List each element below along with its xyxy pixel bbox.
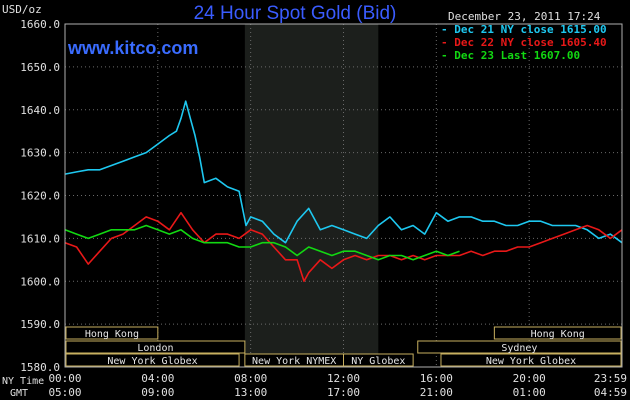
x-tick-label-ny: 00:00 <box>48 372 81 385</box>
y-tick-label: 1640.0 <box>20 104 60 117</box>
market-session-label: New York NYMEX <box>252 356 336 367</box>
brand-watermark: www.kitco.com <box>67 38 198 58</box>
y-tick-label: 1590.0 <box>20 318 60 331</box>
y-tick-label: 1620.0 <box>20 190 60 203</box>
market-session-bar <box>440 353 622 367</box>
legend-entry: - Dec 21 NY close 1615.00 <box>441 23 607 36</box>
market-session-label: New York Globex <box>107 356 197 367</box>
y-tick-label: 1610.0 <box>20 232 60 245</box>
nymex-session-shade <box>244 24 379 367</box>
x-tick-label-gmt: 21:00 <box>420 386 453 399</box>
x-tick-label-ny: 04:00 <box>141 372 174 385</box>
market-session-bar <box>493 326 622 340</box>
y-tick-label: 1630.0 <box>20 147 60 160</box>
x-tick-label-ny: 23:59 <box>594 372 627 385</box>
y-tick-label: 1660.0 <box>20 18 60 31</box>
chart-title: 24 Hour Spot Gold (Bid) <box>194 3 397 24</box>
legend-entry: - Dec 23 Last 1607.00 <box>441 49 580 62</box>
x-tick-label-ny: 16:00 <box>420 372 453 385</box>
market-session-label: Hong Kong <box>531 329 585 340</box>
y-tick-label: 1600.0 <box>20 275 60 288</box>
x-tick-label-ny: 08:00 <box>234 372 267 385</box>
market-session-label: NY Globex <box>351 356 405 367</box>
y-tick-label: 1580.0 <box>20 361 60 374</box>
market-session-bar <box>343 353 414 367</box>
x-tick-label-gmt: 13:00 <box>234 386 267 399</box>
market-session-bar <box>417 340 622 354</box>
y-tick-label: 1650.0 <box>20 61 60 74</box>
market-session-label: New York Globex <box>486 356 576 367</box>
market-session-bar <box>65 326 159 340</box>
x-axis-gmt-label: GMT <box>10 388 28 399</box>
market-session-label: Sydney <box>501 343 537 354</box>
x-tick-label-ny: 12:00 <box>327 372 360 385</box>
x-tick-label-gmt: 09:00 <box>141 386 174 399</box>
series-line-3 <box>64 224 460 261</box>
market-session-bar <box>65 340 246 354</box>
market-session-label: London <box>137 343 173 354</box>
x-tick-label-gmt: 01:00 <box>513 386 546 399</box>
plot-border <box>64 23 623 368</box>
series-line-2 <box>64 211 623 283</box>
x-tick-label-gmt: 04:59 <box>594 386 627 399</box>
market-session-label: Hong Kong <box>85 329 139 340</box>
y-axis-unit-label: USD/oz <box>2 3 42 16</box>
date-timestamp: December 23, 2011 17:24 <box>448 10 601 23</box>
x-axis-ny-time-label: NY Time <box>2 376 44 387</box>
market-session-bar <box>65 353 240 367</box>
legend: - Dec 21 NY close 1615.00- Dec 22 NY clo… <box>441 23 607 62</box>
x-tick-label-gmt: 05:00 <box>48 386 81 399</box>
series-line-1 <box>64 100 623 244</box>
legend-entry: - Dec 22 NY close 1605.40 <box>441 36 607 49</box>
x-tick-label-gmt: 17:00 <box>327 386 360 399</box>
x-tick-label-ny: 20:00 <box>513 372 546 385</box>
